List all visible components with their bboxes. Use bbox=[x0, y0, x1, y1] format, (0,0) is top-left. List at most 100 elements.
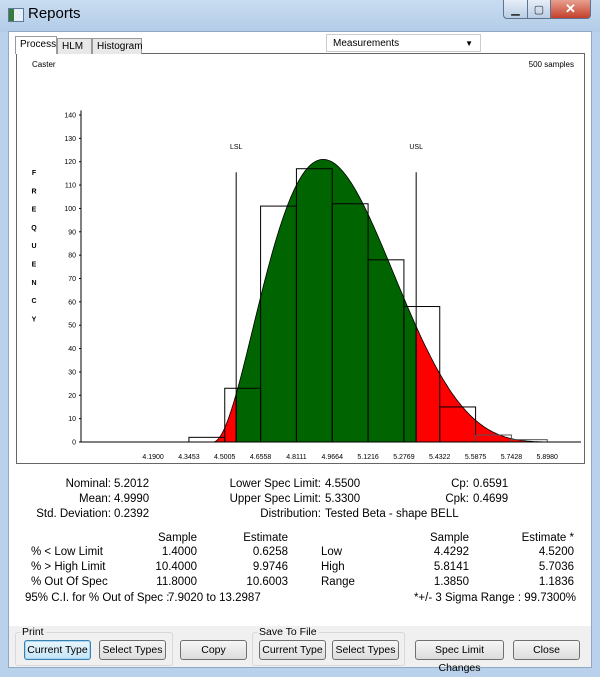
x-tick-label: 4.1900 bbox=[142, 454, 164, 461]
print-group-label: Print bbox=[20, 626, 46, 638]
save-group bbox=[252, 632, 405, 666]
title-bar bbox=[0, 0, 600, 32]
left-row-sample: 10.4000 bbox=[155, 561, 197, 573]
cpk-label: Cpk: bbox=[445, 493, 469, 505]
curve-above-usl bbox=[415, 326, 560, 443]
lsl-value: 4.5500 bbox=[325, 478, 361, 490]
x-tick-label: 5.5875 bbox=[465, 454, 487, 461]
y-axis-label-letter: N bbox=[31, 280, 36, 287]
tab-histogram[interactable]: Histogram bbox=[92, 38, 143, 54]
maximize-button[interactable]: ▢ bbox=[527, 0, 551, 19]
usl-label: Upper Spec Limit: bbox=[229, 493, 321, 505]
chart-subtitle: Caster bbox=[32, 60, 56, 69]
y-tick-label: 20 bbox=[68, 393, 76, 400]
left-row-estimate: 9.9746 bbox=[252, 561, 288, 573]
print-current-type-button[interactable]: Current Type bbox=[24, 640, 91, 660]
close-icon: ✕ bbox=[565, 1, 576, 16]
app-icon bbox=[8, 8, 24, 22]
minimize-button[interactable]: ▁ bbox=[503, 0, 528, 19]
y-tick-label: 10 bbox=[68, 416, 76, 423]
copy-button[interactable]: Copy bbox=[180, 640, 247, 660]
maximize-icon: ▢ bbox=[533, 3, 545, 16]
std-value: 0.2392 bbox=[114, 508, 150, 520]
right-row-estimate: 1.1836 bbox=[538, 576, 574, 588]
nominal-value: 5.2012 bbox=[114, 478, 150, 490]
right-row-sample: 4.4292 bbox=[433, 546, 469, 558]
y-tick-label: 70 bbox=[68, 276, 76, 283]
x-tick-label: 4.5005 bbox=[214, 454, 236, 461]
x-tick-label: 4.3453 bbox=[178, 454, 200, 461]
sigma-note: *+/- 3 Sigma Range : 99.7300% bbox=[413, 592, 576, 604]
x-tick-label: 5.1216 bbox=[357, 454, 379, 461]
print-group bbox=[15, 632, 173, 666]
right-row-label: High bbox=[321, 561, 345, 573]
distribution-value: Tested Beta - shape BELL bbox=[325, 508, 459, 520]
usl-label: USL bbox=[409, 144, 423, 151]
close-button[interactable]: Close bbox=[513, 640, 580, 660]
histogram-chart: Caster 500 samples 0 10 20 30 40 50 60 70 80 90 100 1… bbox=[31, 60, 581, 461]
close-window-button[interactable]: ✕ bbox=[550, 0, 591, 19]
y-tick-label: 0 bbox=[72, 440, 76, 447]
save-group-label: Save To File bbox=[257, 626, 319, 638]
y-tick-label: 90 bbox=[68, 229, 76, 236]
right-estimate-header: Estimate * bbox=[521, 532, 574, 544]
right-row-estimate: 4.5200 bbox=[538, 546, 574, 558]
left-row-label: % > High Limit bbox=[31, 561, 106, 573]
x-tick-label: 5.4322 bbox=[429, 454, 451, 461]
measurements-dropdown[interactable]: Measurements ▼ bbox=[326, 34, 481, 52]
x-tick-label: 5.8980 bbox=[537, 454, 559, 461]
left-row-sample: 11.8000 bbox=[156, 576, 197, 588]
y-tick-label: 30 bbox=[68, 369, 76, 376]
y-tick-label: 40 bbox=[68, 346, 76, 353]
sample-count: 500 samples bbox=[529, 60, 574, 69]
print-select-types-button[interactable]: Select Types bbox=[99, 640, 166, 660]
y-axis-label-letter: E bbox=[32, 207, 37, 214]
left-estimate-header: Estimate bbox=[243, 532, 288, 544]
left-row-sample: 1.4000 bbox=[161, 546, 197, 558]
y-tick-label: 130 bbox=[64, 136, 76, 143]
cpk-value: 0.4699 bbox=[473, 493, 509, 505]
left-sample-header: Sample bbox=[158, 532, 197, 544]
nominal-label: Nominal: bbox=[65, 478, 111, 490]
chart-panel: Caster 500 samples 0 10 20 30 40 50 60 70 80 90 100 1… bbox=[16, 53, 585, 464]
cp-value: 0.6591 bbox=[473, 478, 509, 490]
right-row-label: Low bbox=[321, 546, 343, 558]
y-tick-label: 100 bbox=[64, 206, 76, 213]
cp-label: Cp: bbox=[451, 478, 469, 490]
x-tick-label: 5.7428 bbox=[501, 454, 523, 461]
window-title: Reports bbox=[28, 5, 81, 22]
y-axis-label-letter: F bbox=[32, 170, 37, 177]
y-tick-label: 110 bbox=[65, 183, 76, 190]
x-tick-label: 4.8111 bbox=[286, 454, 306, 461]
tab-hlm[interactable]: HLM bbox=[57, 38, 92, 54]
spec-limit-changes-button[interactable]: Spec Limit Changes bbox=[415, 640, 504, 674]
tab-process[interactable]: Process bbox=[15, 36, 57, 54]
x-tick-label: 4.9664 bbox=[322, 454, 344, 461]
y-axis-label-letter: Y bbox=[32, 316, 37, 323]
minimize-icon: ▁ bbox=[511, 3, 520, 16]
dropdown-value: Measurements bbox=[333, 38, 400, 49]
y-tick-label: 50 bbox=[68, 323, 76, 330]
y-tick-label: 60 bbox=[68, 299, 76, 306]
x-tick-label: 5.2769 bbox=[393, 454, 415, 461]
left-row-estimate: 0.6258 bbox=[252, 546, 288, 558]
left-row-estimate: 10.6003 bbox=[246, 576, 288, 588]
save-current-type-button[interactable]: Current Type bbox=[259, 640, 326, 660]
y-axis-label-letter: E bbox=[32, 262, 37, 269]
y-axis-label-letter: C bbox=[31, 298, 36, 305]
usl-value: 5.3300 bbox=[325, 493, 361, 505]
mean-label: Mean: bbox=[79, 493, 111, 505]
std-label: Std. Deviation: bbox=[36, 508, 111, 520]
right-row-sample: 1.3850 bbox=[433, 576, 469, 588]
lsl-label: LSL bbox=[230, 144, 243, 151]
ci-label: 95% C.I. for % Out of Spec : bbox=[25, 592, 170, 604]
y-axis-label-letter: Q bbox=[31, 225, 37, 232]
y-tick-label: 80 bbox=[68, 253, 76, 260]
mean-value: 4.9990 bbox=[114, 493, 150, 505]
right-row-estimate: 5.7036 bbox=[538, 561, 574, 573]
left-row-label: % Out Of Spec bbox=[31, 576, 108, 588]
right-sample-header: Sample bbox=[430, 532, 469, 544]
save-select-types-button[interactable]: Select Types bbox=[332, 640, 399, 660]
y-tick-label: 120 bbox=[64, 159, 76, 166]
y-axis-label-letter: R bbox=[31, 188, 36, 195]
